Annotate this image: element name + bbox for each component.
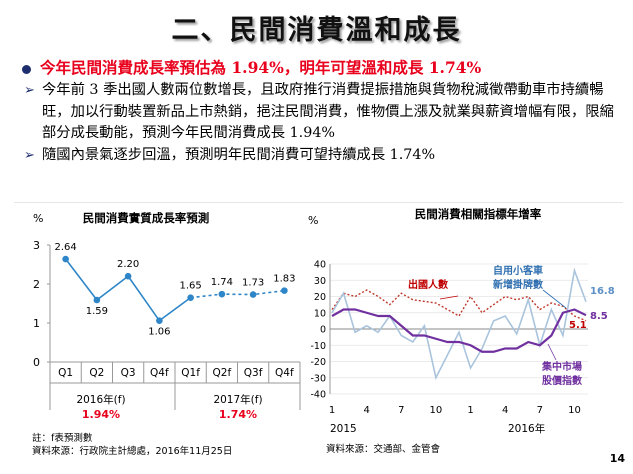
left-data-point bbox=[187, 294, 194, 301]
left-data-label: 1.65 bbox=[179, 281, 201, 292]
left-category-label: Q1 bbox=[58, 367, 73, 379]
bullet-item: ➢ 今年前 3 季出國人數兩位數增長，且政府推行消費提振措施與貨物稅減徵帶動車市… bbox=[24, 80, 624, 145]
right-series-line bbox=[331, 267, 587, 381]
left-data-point bbox=[281, 287, 288, 294]
right-x-tick-label: 7 bbox=[398, 405, 404, 416]
bullet-list: ➢ 今年前 3 季出國人數兩位數增長，且政府推行消費提振措施與貨物稅減徵帶動車市… bbox=[24, 80, 624, 166]
right-chart-title: 民間消費相關指標年增率 bbox=[415, 207, 542, 221]
left-rate-2017: 1.74% bbox=[219, 408, 257, 421]
right-y-tick-label: 30 bbox=[314, 276, 326, 287]
left-chart-unit: % bbox=[33, 212, 43, 225]
left-y-tick-label: 3 bbox=[33, 239, 40, 252]
left-y-tick-label: 0 bbox=[33, 356, 40, 369]
arrow-bullet-icon: ➢ bbox=[24, 83, 35, 98]
left-data-point bbox=[93, 296, 101, 304]
left-rate-2016: 1.94% bbox=[82, 408, 120, 421]
left-note: 註：f表預測數 bbox=[32, 432, 93, 444]
left-series-forecast-line bbox=[190, 289, 285, 299]
bullet-dot-icon bbox=[22, 64, 31, 74]
right-series-line bbox=[331, 308, 587, 353]
right-x-tick-label: 1 bbox=[467, 405, 473, 416]
right-source: 資料來源：交通部、金管會 bbox=[326, 443, 441, 455]
headline-text: 今年民間消費成長率預估為 1.94%，明年可望溫和成長 1.74% bbox=[40, 58, 482, 77]
left-y-tick-label: 1 bbox=[33, 317, 40, 330]
right-y-tick-label: 10 bbox=[314, 308, 326, 319]
label-cars-line2: 新增掛牌數 bbox=[493, 278, 543, 291]
cars-pointer bbox=[542, 289, 567, 309]
end-value-cars: 16.8 bbox=[590, 286, 615, 297]
bullet-text: 今年前 3 季出國人數兩位數增長，且政府推行消費提振措施與貨物稅減徵帶動車市持續… bbox=[42, 82, 614, 141]
label-cars-line1: 自用小客車 bbox=[493, 264, 543, 277]
left-data-label: 2.20 bbox=[117, 259, 139, 270]
end-value-outbound: 5.1 bbox=[569, 320, 587, 331]
growth-rate-chart: % 民間消費實質成長率預測 0 1 2 3 Q1 Q2 Q3 Q4f Q1f Q2f Q3f Q4f 2… bbox=[32, 211, 301, 457]
arrow-bullet-icon: ➢ bbox=[24, 147, 35, 163]
left-category-label: Q3 bbox=[121, 367, 136, 379]
right-x-tick-label: 10 bbox=[568, 405, 581, 416]
right-y-tick-label: -10 bbox=[310, 341, 326, 352]
bullet-text: 隨國內景氣逐步回溫，預測明年民間消費可望持續成長 1.74% bbox=[42, 146, 436, 163]
right-x-tick-label: 7 bbox=[537, 405, 543, 416]
label-outbound: 出國人數 bbox=[408, 278, 448, 291]
divider bbox=[14, 202, 623, 203]
indicators-chart: % 民間消費相關指標年增率 -40 -30 -20 -10 0 10 20 30 40 1 4 7 10… bbox=[308, 207, 615, 455]
left-source: 資料來源：行政院主計總處，2016年11月25日 bbox=[32, 445, 232, 457]
left-data-label: 1.74 bbox=[211, 277, 233, 288]
left-data-point bbox=[62, 255, 69, 263]
right-x-tick-label: 4 bbox=[502, 405, 508, 416]
left-category-label: Q4f bbox=[275, 367, 294, 379]
label-stock-line2: 股價指數 bbox=[542, 374, 582, 387]
right-y-tick-label: 20 bbox=[314, 292, 326, 303]
left-data-label: 1.83 bbox=[273, 274, 295, 285]
left-data-point bbox=[249, 291, 257, 298]
left-data-point bbox=[124, 272, 132, 280]
left-category-label: Q2f bbox=[213, 367, 232, 379]
left-y-tick-label: 2 bbox=[33, 278, 40, 291]
left-data-label: 1.06 bbox=[148, 327, 170, 338]
left-year-2017: 2017年(f) bbox=[213, 393, 262, 406]
left-data-label: 1.59 bbox=[86, 306, 108, 317]
right-y-tick-label: -40 bbox=[310, 390, 326, 401]
stock-pointer bbox=[547, 343, 557, 361]
end-value-stock: 8.5 bbox=[590, 311, 608, 322]
right-chart-plot: -40 -30 -20 -10 0 10 20 30 40 1 4 7 10 1 4 7 10 bbox=[310, 260, 588, 416]
outbound-pointer bbox=[439, 295, 459, 300]
right-x-tick-label: 10 bbox=[430, 405, 443, 416]
right-series-line bbox=[331, 289, 587, 322]
right-x-tick-label: 1 bbox=[329, 405, 335, 416]
left-category-label: Q3f bbox=[244, 367, 263, 379]
left-data-label: 1.73 bbox=[242, 278, 264, 289]
left-data-point bbox=[218, 290, 226, 298]
left-data-label: 2.64 bbox=[54, 242, 76, 253]
left-chart-plot: 0 1 2 3 Q1 Q2 Q3 Q4f Q1f Q2f Q3f Q4f 2.64 1.59 2.20 1.0… bbox=[33, 239, 301, 410]
right-chart-unit: % bbox=[308, 214, 318, 227]
left-category-label: Q1f bbox=[181, 367, 200, 379]
left-category-label: Q2 bbox=[89, 367, 104, 379]
slide-title: 二、民間消費溫和成長 bbox=[171, 15, 462, 46]
right-y-tick-label: -20 bbox=[310, 357, 326, 368]
label-stock-line1: 集中市場 bbox=[541, 360, 582, 373]
right-y-tick-label: 40 bbox=[314, 260, 326, 271]
left-category-label: Q4f bbox=[150, 367, 169, 379]
left-year-2016: 2016年(f) bbox=[76, 393, 125, 406]
page-number: 14 bbox=[609, 452, 625, 465]
left-data-point bbox=[156, 317, 163, 324]
right-y-tick-label: 0 bbox=[320, 325, 326, 336]
right-y-tick-label: -30 bbox=[310, 373, 326, 384]
right-x-tick-label: 4 bbox=[363, 405, 369, 416]
left-chart-title: 民間消費實質成長率預測 bbox=[83, 211, 210, 225]
bullet-item: ➢ 隨國內景氣逐步回溫，預測明年民間消費可望持續成長 1.74% bbox=[24, 145, 624, 167]
right-year-2015: 2015 bbox=[330, 423, 357, 435]
headline: 今年民間消費成長率預估為 1.94%，明年可望溫和成長 1.74% bbox=[22, 56, 622, 78]
right-year-2016: 2016年 bbox=[508, 422, 545, 435]
